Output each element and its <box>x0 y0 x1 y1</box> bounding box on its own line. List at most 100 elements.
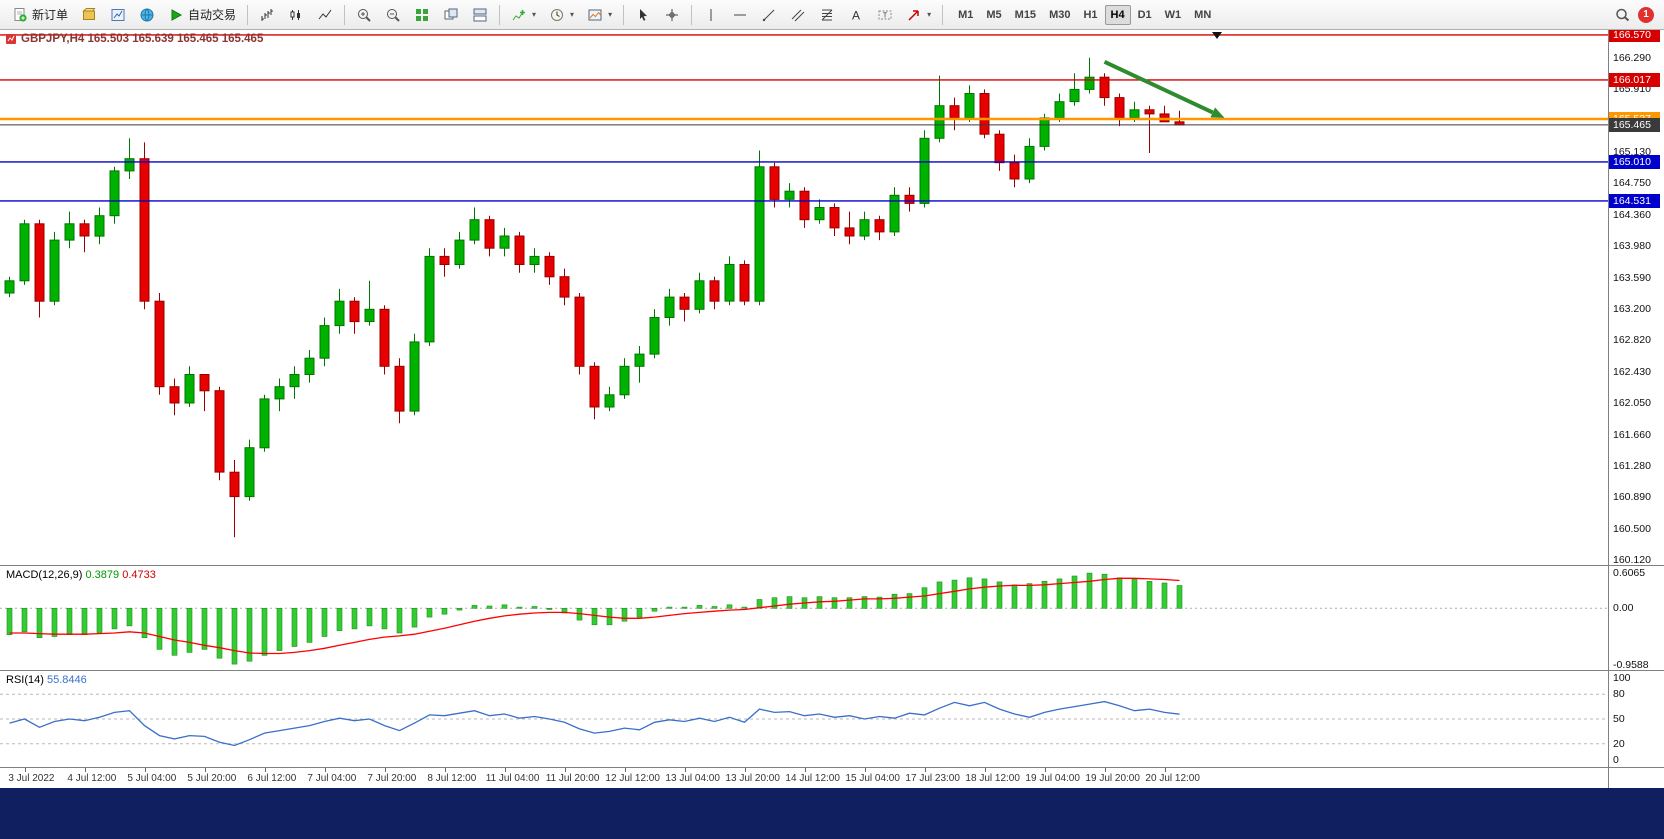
timeframe-button-mn[interactable]: MN <box>1194 8 1212 21</box>
rsi-label: RSI(14) 55.8446 <box>6 674 87 686</box>
axis-tick-label: 50 <box>1613 713 1625 725</box>
axis-tick-label: 0.6065 <box>1613 566 1646 579</box>
text-icon: A <box>852 8 860 22</box>
time-tick-mark <box>1164 768 1166 772</box>
bottom-bar <box>0 788 1664 839</box>
rsi-axis[interactable]: 100 80 50 20 0 <box>1608 671 1664 767</box>
timeframe-button-m15[interactable]: M15 <box>1014 8 1037 21</box>
indicators-button[interactable]: ▾ <box>505 3 542 27</box>
chart-title-text: GBPJPY,H4 165.503 165.639 165.465 165.46… <box>21 33 264 45</box>
macd-plot[interactable]: MACD(12,26,9) 0.3879 0.4733 <box>0 566 1608 670</box>
cursor-button[interactable] <box>629 3 657 27</box>
periods-button[interactable]: ▾ <box>543 3 580 27</box>
timeframe-button-m30[interactable]: M30 <box>1049 8 1071 21</box>
line-chart-button[interactable] <box>311 3 339 27</box>
timeframe-button-h1[interactable]: H1 <box>1083 8 1098 21</box>
play-icon <box>171 8 183 21</box>
toolbar: 新订单 自动交易 ▾ ▾ ▾ A T ▾ M1 M <box>0 0 1664 30</box>
text-tool-button[interactable]: A <box>842 3 870 27</box>
time-tick-label: 5 Jul 20:00 <box>187 773 237 784</box>
time-tick-mark <box>264 768 266 772</box>
pane-separator[interactable] <box>0 565 1664 566</box>
templates-button[interactable]: ▾ <box>581 3 618 27</box>
cascade-icon <box>444 8 458 19</box>
time-tick-label: 8 Jul 12:00 <box>427 773 477 784</box>
axis-tick-label: 80 <box>1613 688 1625 701</box>
axis-tick-label: 0 <box>1613 754 1619 767</box>
time-tick-mark <box>864 768 866 772</box>
time-tick-label: 11 Jul 04:00 <box>485 773 540 784</box>
text-label-tool-button[interactable]: T <box>871 3 899 27</box>
search-icon[interactable] <box>1614 7 1630 23</box>
trendline-tool-button[interactable] <box>755 3 783 27</box>
timeframe-button-d1[interactable]: D1 <box>1137 8 1152 21</box>
arrow-tool-icon <box>908 9 919 21</box>
auto-trading-button[interactable]: 自动交易 <box>162 3 242 27</box>
price-axis[interactable]: 166.290 165.910 165.130 164.750 164.360 163.9… <box>1608 30 1664 565</box>
cascade-windows-button[interactable] <box>437 3 465 27</box>
navigator-button[interactable] <box>133 3 161 27</box>
new-order-label: 新订单 <box>32 8 69 22</box>
text-label-icon: T <box>878 10 892 19</box>
axis-tick-label: 20 <box>1613 737 1625 750</box>
zoom-out-button[interactable] <box>379 3 407 27</box>
arrows-tool-button[interactable]: ▾ <box>900 3 937 27</box>
time-tick-label: 19 Jul 20:00 <box>1085 773 1140 784</box>
time-tick-label: 7 Jul 04:00 <box>307 773 357 784</box>
zoom-in-button[interactable] <box>350 3 378 27</box>
macd-axis[interactable]: 0.6065 0.00 -0.9588 <box>1608 566 1664 670</box>
axis-tick-label: 161.280 <box>1613 459 1651 472</box>
svg-text:T: T <box>883 12 888 19</box>
macd-histogram <box>6 572 1183 665</box>
auto-trading-label: 自动交易 <box>188 8 237 22</box>
tile-horizontal-button[interactable] <box>466 3 494 27</box>
channel-icon <box>791 9 805 21</box>
rsi-canvas <box>0 671 1608 767</box>
axis-tick-label: 161.660 <box>1613 428 1651 441</box>
notification-badge[interactable]: 1 <box>1638 6 1654 23</box>
time-tick-label: 13 Jul 04:00 <box>665 773 720 784</box>
chart-shift-marker[interactable] <box>1212 32 1222 39</box>
horizontal-line-tool-button[interactable] <box>726 3 754 27</box>
trend-arrow[interactable] <box>1103 59 1225 118</box>
time-tick-label: 7 Jul 20:00 <box>367 773 417 784</box>
new-order-button[interactable]: 新订单 <box>6 3 74 27</box>
time-tick-mark <box>444 768 446 772</box>
time-tick-label: 3 Jul 2022 <box>8 773 55 784</box>
bar-chart-button[interactable] <box>253 3 281 27</box>
timeframe-button-h4[interactable]: H4 <box>1104 4 1131 25</box>
price-level-label: 164.531 <box>1609 193 1660 208</box>
candlestick-chart-button[interactable] <box>282 3 310 27</box>
zoom-in-icon <box>358 8 371 22</box>
timeframe-button-m5[interactable]: M5 <box>986 8 1002 21</box>
tile-windows-button[interactable] <box>408 3 436 27</box>
timeframe-button-w1[interactable]: W1 <box>1164 8 1182 21</box>
time-tick-mark <box>204 768 206 772</box>
axis-tick-label: 163.980 <box>1613 239 1651 252</box>
axis-tick-label: 0.00 <box>1613 602 1634 615</box>
profiles-button[interactable] <box>104 3 132 27</box>
crosshair-button[interactable] <box>658 3 686 27</box>
time-tick-mark <box>144 768 146 772</box>
time-tick-mark <box>384 768 386 772</box>
fibonacci-tool-button[interactable] <box>813 3 841 27</box>
rsi-plot[interactable]: RSI(14) 55.8446 <box>0 671 1608 767</box>
time-axis[interactable]: 3 Jul 2022 4 Jul 12:00 5 Jul 04:00 5 Jul 20… <box>0 768 1608 788</box>
price-level-label: 165.010 <box>1609 154 1660 169</box>
time-tick-label: 11 Jul 20:00 <box>545 773 600 784</box>
candlestick-canvas[interactable] <box>0 30 1608 565</box>
main-chart-plot[interactable]: GBPJPY,H4 165.503 165.639 165.465 165.46… <box>0 30 1608 565</box>
vertical-line-tool-button[interactable] <box>697 3 725 27</box>
time-axis-row: 3 Jul 2022 4 Jul 12:00 5 Jul 04:00 5 Jul 20… <box>0 768 1664 788</box>
timeframe-button-m1[interactable]: M1 <box>958 8 974 21</box>
toolbar-separator <box>942 4 944 25</box>
channel-tool-button[interactable] <box>784 3 812 27</box>
trendline-icon <box>762 9 775 21</box>
time-tick-mark <box>624 768 626 772</box>
rsi-row: RSI(14) 55.8446 100 80 50 20 0 <box>0 671 1664 767</box>
time-tick-label: 6 Jul 12:00 <box>247 773 297 784</box>
new-chart-button[interactable] <box>75 3 103 27</box>
toolbar-separator <box>499 4 501 25</box>
pane-separator[interactable] <box>0 670 1664 671</box>
